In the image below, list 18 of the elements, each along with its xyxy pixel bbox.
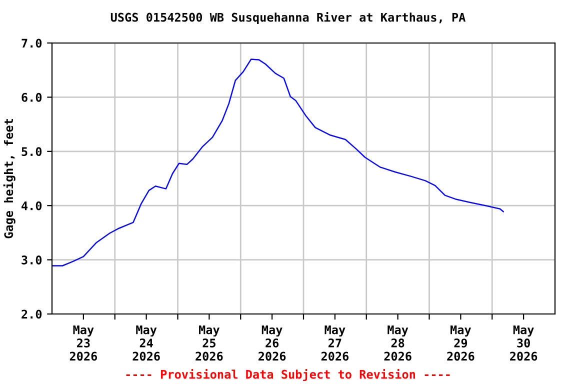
- y-axis-title: Gage height, feet: [3, 119, 16, 238]
- x-tick-label: May 25 2026: [196, 325, 223, 361]
- line-series: [52, 58, 504, 266]
- chart-title: USGS 01542500 WB Susquehanna River at Karthaus, PA: [110, 12, 466, 24]
- y-tick-label: 5.0: [22, 147, 42, 156]
- y-tick-label: 6.0: [22, 92, 42, 102]
- text: ---- Provisional Data Subject to Revision ----: [126, 368, 450, 382]
- x-tick-label: May 26 2026: [258, 325, 286, 361]
- y-tick-label: 4.0: [22, 201, 42, 210]
- y-tick-label: 2.0: [22, 310, 42, 319]
- y-tick-label: 3.0: [22, 256, 42, 264]
- y-tick-label: 7.0: [22, 38, 42, 48]
- x-tick-label: May 30 2026: [510, 325, 538, 361]
- x-tick-label: May 24 2026: [132, 325, 160, 361]
- x-tick-label: May 28 2026: [384, 325, 412, 361]
- x-tick-label: May 29 2026: [447, 325, 474, 361]
- x-tick-label: May 27 2026: [321, 325, 349, 361]
- x-tick-label: May 23 2026: [70, 325, 98, 361]
